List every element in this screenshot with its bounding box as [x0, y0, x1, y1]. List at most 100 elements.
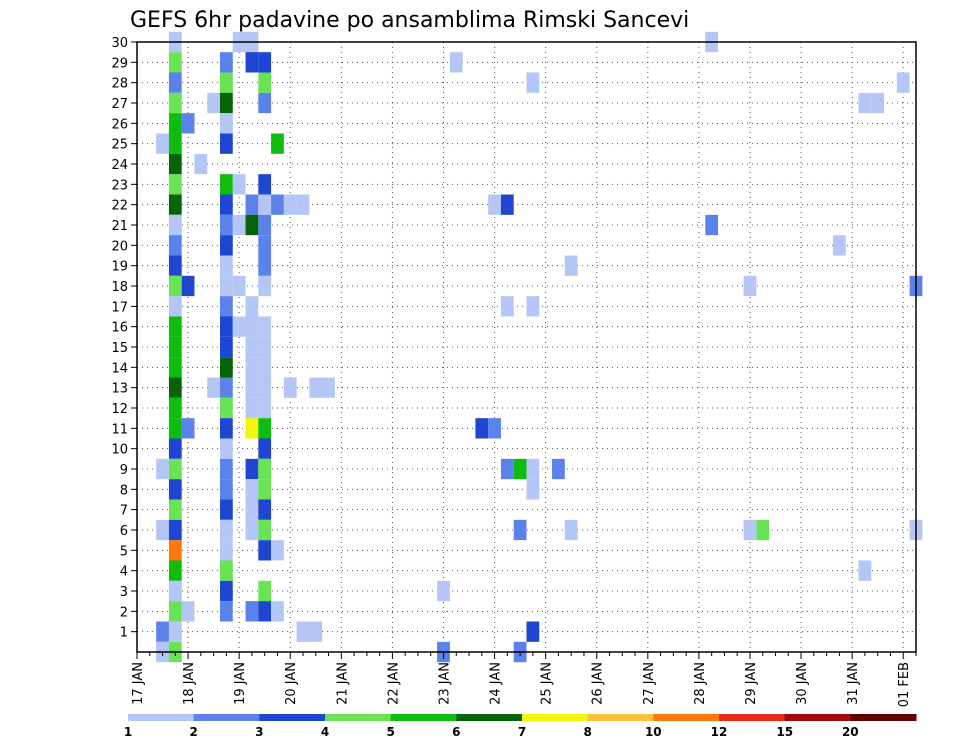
heatmap-cell — [245, 336, 259, 358]
heatmap-cell — [526, 458, 540, 480]
heatmap-cell — [220, 316, 233, 337]
x-tick-label: 31 JAN — [846, 662, 861, 705]
heatmap-cell — [168, 92, 182, 114]
colorbar-segment — [128, 714, 195, 721]
heatmap-cell — [756, 519, 770, 541]
heatmap-cell — [245, 519, 259, 541]
heatmap-cell — [220, 255, 233, 276]
x-tick-label: 30 JAN — [795, 662, 810, 705]
heatmap-cell — [220, 377, 233, 398]
heatmap-cells — [156, 31, 923, 663]
heatmap-cell — [258, 174, 272, 195]
x-tick-label: 20 JAN — [284, 662, 299, 705]
x-tick-label: 18 JAN — [182, 662, 197, 705]
y-tick-label: 30 — [111, 36, 128, 51]
heatmap-cell — [220, 519, 233, 541]
x-tick-label: 27 JAN — [642, 662, 657, 705]
x-tick-label: 25 JAN — [540, 662, 555, 705]
heatmap-cell — [258, 336, 272, 358]
heatmap-cell — [245, 377, 259, 398]
heatmap-cell — [220, 397, 233, 419]
heatmap-cell — [258, 499, 272, 520]
heatmap-cell — [220, 458, 233, 480]
heatmap-cell — [258, 316, 272, 337]
heatmap-cell — [220, 296, 233, 317]
heatmap-cell — [207, 377, 221, 398]
heatmap-cell — [232, 316, 246, 337]
heatmap-cell — [168, 397, 182, 419]
heatmap-cell — [207, 92, 221, 114]
heatmap-cell — [168, 214, 182, 236]
heatmap-cell — [156, 519, 169, 541]
heatmap-cell — [220, 275, 233, 297]
heatmap-cell — [500, 458, 514, 480]
heatmap-cell — [168, 479, 182, 500]
colorbar-label: 7 — [518, 725, 526, 739]
heatmap-cell — [258, 214, 272, 236]
y-tick-label: 1 — [120, 626, 128, 641]
x-tick-label: 28 JAN — [693, 662, 708, 705]
heatmap-cell — [488, 418, 501, 439]
y-tick-label: 8 — [120, 483, 128, 498]
heatmap-cell — [283, 194, 297, 215]
y-tick-label: 2 — [120, 605, 128, 620]
heatmap-cell — [271, 194, 284, 215]
heatmap-cell — [245, 357, 259, 378]
heatmap-cell — [475, 418, 489, 439]
heatmap-cell — [705, 214, 719, 236]
y-tick-label: 4 — [120, 565, 128, 580]
heatmap-cell — [258, 418, 272, 439]
heatmap-cell — [564, 519, 578, 541]
y-tick-label: 20 — [111, 239, 128, 254]
heatmap-cell — [296, 621, 310, 642]
colorbar-label: 2 — [190, 725, 198, 739]
grid-lines — [136, 41, 916, 652]
heatmap-cell — [500, 296, 514, 317]
heatmap-cell — [488, 194, 501, 215]
heatmap-cell — [168, 72, 182, 93]
heatmap-cell — [168, 336, 182, 358]
heatmap-cell — [500, 194, 514, 215]
heatmap-cell — [168, 499, 182, 520]
heatmap-cell — [232, 275, 246, 297]
heatmap-cell — [258, 438, 272, 459]
colorbar-segment — [850, 714, 917, 721]
heatmap-cell — [245, 418, 259, 439]
heatmap-cell — [168, 377, 182, 398]
colorbar-segment — [784, 714, 851, 721]
x-tick-label: 21 JAN — [335, 662, 350, 705]
y-tick-label: 11 — [111, 422, 128, 437]
colorbar-label: 10 — [645, 725, 662, 739]
heatmap-cell — [258, 479, 272, 500]
heatmap-cell — [526, 72, 540, 93]
heatmap-cell — [220, 92, 233, 114]
heatmap-cell — [220, 560, 233, 581]
heatmap-cell — [220, 235, 233, 256]
heatmap-cell — [271, 133, 284, 154]
heatmap-cell — [258, 357, 272, 378]
x-tick-label: 29 JAN — [744, 662, 759, 705]
heatmap-cell — [258, 397, 272, 419]
heatmap-cell — [437, 580, 450, 602]
heatmap-cell — [526, 479, 540, 500]
heatmap-cell — [296, 194, 310, 215]
heatmap-cell — [168, 194, 182, 215]
heatmap-cell — [258, 194, 272, 215]
heatmap-cell — [271, 540, 284, 561]
colorbar-label: 5 — [387, 725, 395, 739]
heatmap-cell — [220, 214, 233, 236]
heatmap-cell — [220, 52, 233, 73]
heatmap-cell — [309, 377, 323, 398]
y-tick-label: 23 — [111, 178, 128, 193]
heatmap-cell — [168, 255, 182, 276]
x-axis: 17 JAN 18 JAN 19 JAN 20 JAN 21 JAN 22 JAN 23 J… — [131, 652, 917, 707]
y-tick-label: 27 — [111, 97, 128, 112]
heatmap-cell — [181, 418, 195, 439]
heatmap-cell — [220, 479, 233, 500]
colorbar-segment — [456, 714, 523, 721]
y-axis: 1234567891011121314151617181920212223242… — [111, 36, 137, 641]
heatmap-cell — [220, 540, 233, 561]
chart-title: GEFS 6hr padavine po ansamblima Rimski S… — [130, 8, 689, 33]
heatmap-cell — [220, 174, 233, 195]
x-tick-label: 17 JAN — [131, 662, 146, 705]
